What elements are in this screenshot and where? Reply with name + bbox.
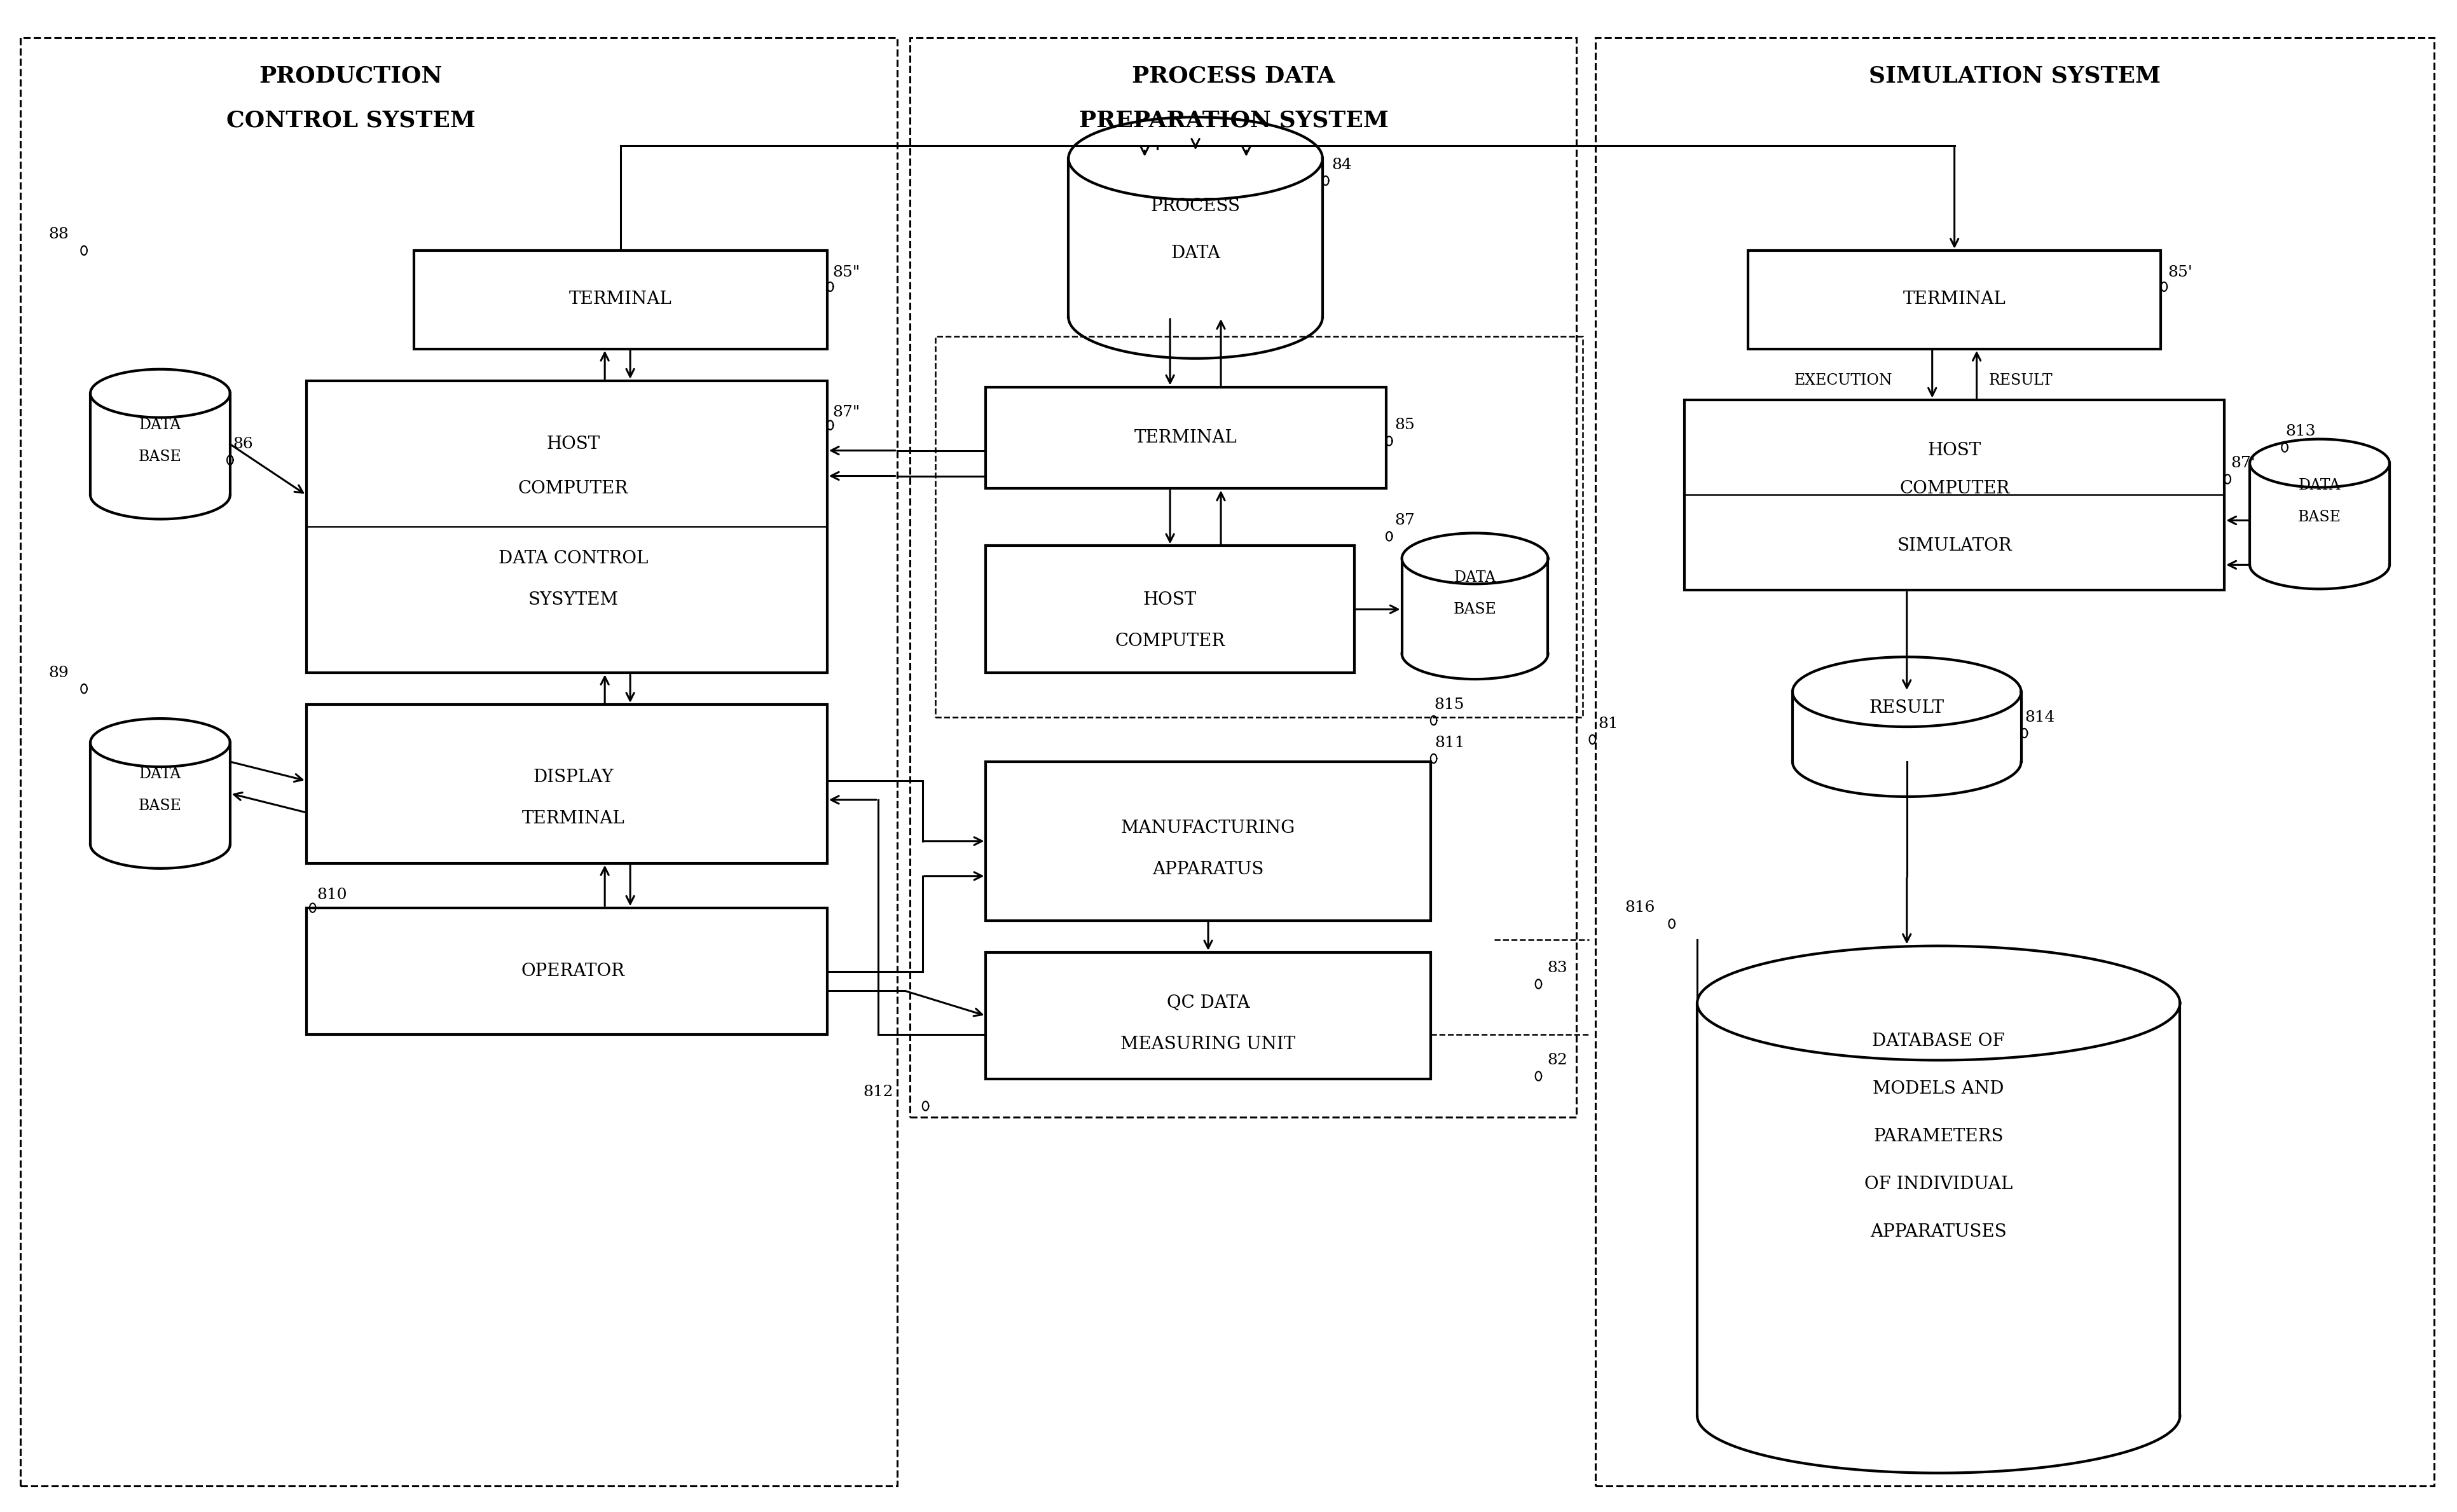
- Text: PRODUCTION: PRODUCTION: [258, 65, 442, 86]
- Polygon shape: [1698, 1002, 2179, 1060]
- Text: HOST: HOST: [1143, 591, 1197, 608]
- Text: APPARATUSES: APPARATUSES: [1870, 1223, 2007, 1240]
- Text: TERMINAL: TERMINAL: [1904, 290, 2005, 308]
- Bar: [307, 705, 828, 863]
- Text: QC DATA: QC DATA: [1167, 995, 1251, 1012]
- Text: RESULT: RESULT: [1990, 373, 2054, 389]
- Text: CONTROL SYSTEM: CONTROL SYSTEM: [226, 109, 474, 132]
- Text: APPARATUS: APPARATUS: [1152, 862, 1263, 878]
- Bar: [909, 38, 1577, 1117]
- Text: MANUFACTURING: MANUFACTURING: [1120, 820, 1295, 838]
- Text: 87": 87": [833, 405, 860, 420]
- Text: BASE: BASE: [138, 798, 182, 813]
- Polygon shape: [91, 369, 231, 417]
- Text: 87: 87: [1396, 513, 1415, 528]
- Text: DATABASE OF: DATABASE OF: [1872, 1033, 2005, 1049]
- Text: OPERATOR: OPERATOR: [521, 963, 624, 980]
- Polygon shape: [91, 718, 231, 767]
- Text: COMPUTER: COMPUTER: [1115, 632, 1226, 650]
- Bar: [936, 336, 1582, 717]
- Text: PARAMETERS: PARAMETERS: [1875, 1128, 2002, 1145]
- Text: 81: 81: [1597, 717, 1619, 730]
- Bar: [985, 546, 1354, 673]
- Polygon shape: [91, 742, 231, 767]
- Text: 810: 810: [317, 888, 346, 903]
- Text: 815: 815: [1435, 697, 1464, 712]
- Bar: [415, 251, 828, 349]
- Text: 86: 86: [233, 437, 253, 452]
- Text: HOST: HOST: [545, 435, 600, 452]
- Text: PROCESS DATA: PROCESS DATA: [1133, 65, 1334, 86]
- Text: 816: 816: [1624, 901, 1656, 915]
- Text: 89: 89: [49, 665, 69, 680]
- Text: SIMULATION SYSTEM: SIMULATION SYSTEM: [1870, 65, 2160, 86]
- Polygon shape: [2251, 463, 2391, 487]
- Text: DATA: DATA: [1455, 570, 1496, 585]
- Text: DATA CONTROL: DATA CONTROL: [499, 550, 649, 567]
- Text: DATA: DATA: [2300, 478, 2342, 493]
- Text: 84: 84: [1332, 157, 1351, 172]
- Bar: [20, 38, 897, 1486]
- Text: MODELS AND: MODELS AND: [1872, 1080, 2005, 1098]
- Text: TERMINAL: TERMINAL: [570, 290, 673, 308]
- Text: SYSYTEM: SYSYTEM: [528, 591, 619, 608]
- Text: HOST: HOST: [1929, 442, 1980, 460]
- Text: DISPLAY: DISPLAY: [533, 770, 614, 786]
- Text: 83: 83: [1548, 960, 1568, 975]
- Bar: [985, 762, 1430, 921]
- Bar: [307, 381, 828, 673]
- Text: PREPARATION SYSTEM: PREPARATION SYSTEM: [1079, 109, 1388, 132]
- Text: RESULT: RESULT: [1870, 699, 1943, 717]
- Polygon shape: [1403, 558, 1548, 584]
- Text: TERMINAL: TERMINAL: [521, 810, 624, 827]
- Polygon shape: [1698, 947, 2179, 1060]
- Polygon shape: [1794, 692, 2022, 727]
- Text: 814: 814: [2025, 711, 2057, 724]
- Text: BASE: BASE: [138, 449, 182, 464]
- Text: 85': 85': [2167, 266, 2192, 280]
- Bar: [985, 387, 1386, 488]
- Text: 82: 82: [1548, 1052, 1568, 1067]
- Text: COMPUTER: COMPUTER: [518, 479, 629, 497]
- Text: OF INDIVIDUAL: OF INDIVIDUAL: [1865, 1175, 2012, 1193]
- Text: 813: 813: [2285, 425, 2314, 438]
- Polygon shape: [1069, 116, 1322, 200]
- Text: PROCESS: PROCESS: [1150, 198, 1241, 215]
- Text: MEASURING UNIT: MEASURING UNIT: [1120, 1036, 1295, 1052]
- Text: 87': 87': [2231, 457, 2256, 470]
- Text: DATA: DATA: [140, 767, 182, 782]
- Text: 85: 85: [1396, 417, 1415, 432]
- Polygon shape: [1403, 534, 1548, 584]
- Polygon shape: [1794, 656, 2022, 727]
- Text: TERMINAL: TERMINAL: [1135, 429, 1238, 446]
- Polygon shape: [2251, 438, 2391, 487]
- Text: SIMULATOR: SIMULATOR: [1897, 537, 2012, 555]
- Text: 812: 812: [862, 1084, 892, 1099]
- Bar: [1595, 38, 2435, 1486]
- Bar: [985, 953, 1430, 1080]
- Text: COMPUTER: COMPUTER: [1899, 479, 2010, 497]
- Polygon shape: [1069, 159, 1322, 200]
- Text: DATA: DATA: [140, 417, 182, 432]
- Text: DATA: DATA: [1170, 245, 1221, 262]
- Text: BASE: BASE: [2297, 510, 2342, 525]
- Text: 85": 85": [833, 266, 860, 280]
- Bar: [1747, 251, 2160, 349]
- Text: 88: 88: [49, 227, 69, 242]
- Polygon shape: [91, 393, 231, 417]
- Text: EXECUTION: EXECUTION: [1794, 373, 1892, 389]
- Text: 811: 811: [1435, 735, 1464, 750]
- Bar: [1686, 399, 2224, 590]
- Bar: [307, 907, 828, 1034]
- Text: BASE: BASE: [1455, 602, 1496, 617]
